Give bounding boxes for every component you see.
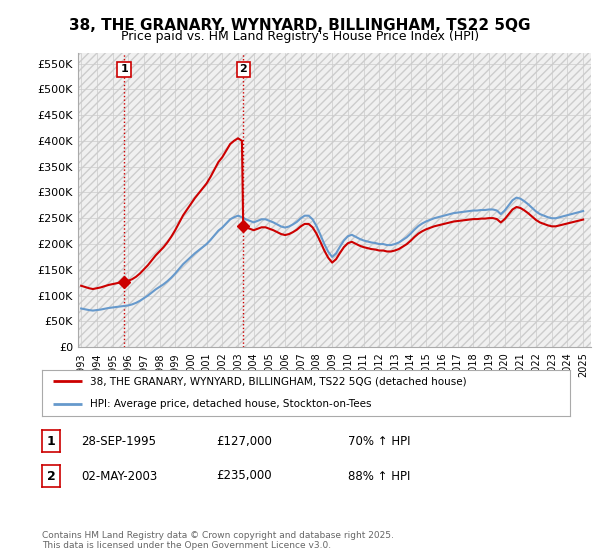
Text: 1: 1 bbox=[47, 435, 55, 448]
Text: £127,000: £127,000 bbox=[216, 435, 272, 448]
Text: 1: 1 bbox=[120, 64, 128, 74]
Text: 88% ↑ HPI: 88% ↑ HPI bbox=[348, 469, 410, 483]
Text: Price paid vs. HM Land Registry's House Price Index (HPI): Price paid vs. HM Land Registry's House … bbox=[121, 30, 479, 43]
Text: 28-SEP-1995: 28-SEP-1995 bbox=[81, 435, 156, 448]
Text: 38, THE GRANARY, WYNYARD, BILLINGHAM, TS22 5QG: 38, THE GRANARY, WYNYARD, BILLINGHAM, TS… bbox=[69, 18, 531, 33]
Text: 02-MAY-2003: 02-MAY-2003 bbox=[81, 469, 157, 483]
Text: 2: 2 bbox=[239, 64, 247, 74]
Text: £235,000: £235,000 bbox=[216, 469, 272, 483]
Text: Contains HM Land Registry data © Crown copyright and database right 2025.
This d: Contains HM Land Registry data © Crown c… bbox=[42, 530, 394, 550]
Text: 38, THE GRANARY, WYNYARD, BILLINGHAM, TS22 5QG (detached house): 38, THE GRANARY, WYNYARD, BILLINGHAM, TS… bbox=[89, 376, 466, 386]
Text: 2: 2 bbox=[47, 469, 55, 483]
Text: HPI: Average price, detached house, Stockton-on-Tees: HPI: Average price, detached house, Stoc… bbox=[89, 399, 371, 409]
Text: 70% ↑ HPI: 70% ↑ HPI bbox=[348, 435, 410, 448]
